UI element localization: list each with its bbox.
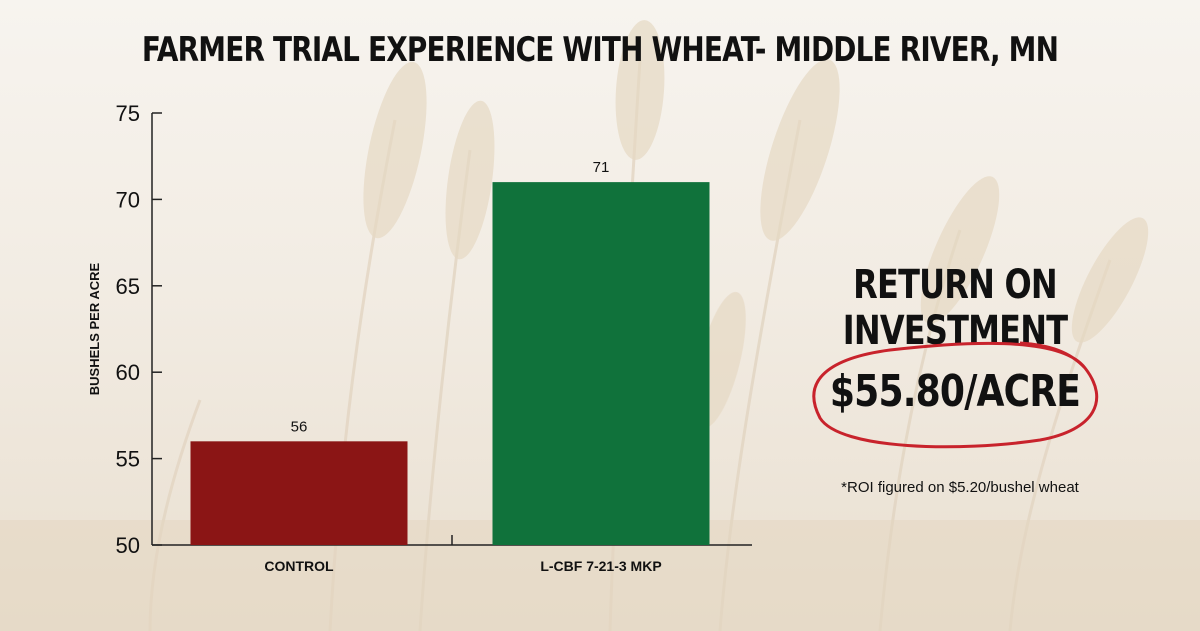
category-label: CONTROL: [264, 558, 334, 574]
roi-note: *ROI figured on $5.20/bushel wheat: [841, 479, 1079, 496]
data-label: 71: [593, 159, 610, 176]
roi-heading: RETURN ON INVESTMENT: [842, 262, 1068, 354]
y-tick-label: 60: [116, 360, 140, 385]
bar-control: [190, 441, 408, 545]
roi-value: $55.80/ACRE: [829, 366, 1081, 417]
y-tick-label: 75: [116, 101, 140, 126]
y-tick-label: 65: [116, 274, 140, 299]
y-tick-label: 50: [116, 533, 140, 558]
y-tick-label: 55: [116, 447, 140, 472]
y-axis-label: BUSHELS PER ACRE: [87, 262, 102, 395]
data-label: 56: [291, 418, 308, 435]
chart-bars: 56 CONTROL 71 L-CBF 7-21-3 MKP: [190, 159, 710, 574]
bar-treatment: [492, 182, 710, 545]
category-label: L-CBF 7-21-3 MKP: [540, 558, 661, 574]
chart-title: FARMER TRIAL EXPERIENCE WITH WHEAT- MIDD…: [141, 30, 1059, 70]
y-tick-label: 70: [116, 187, 140, 212]
